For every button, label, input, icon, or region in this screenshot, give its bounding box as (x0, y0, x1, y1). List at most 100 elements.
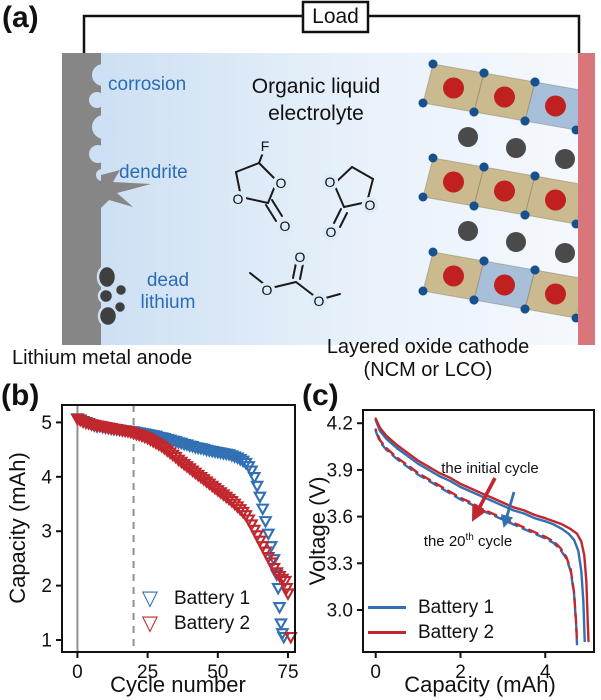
line-swatch-icon (368, 631, 406, 634)
corrosion-notch (89, 92, 105, 108)
legend-label-battery1: Battery 1 (418, 596, 495, 618)
data-marker (271, 582, 286, 596)
x-tick-label: 2 (455, 662, 466, 683)
panel-b-legend: ▽ Battery 1 ▽ Battery 2 (138, 586, 250, 636)
oxygen-dot (520, 210, 530, 220)
chart-frame (362, 409, 595, 653)
atom-label: O (295, 249, 306, 265)
metal-site (545, 95, 566, 117)
legend-label-battery2: Battery 2 (418, 621, 495, 643)
lithium-ion (555, 243, 575, 263)
molecule-bond (333, 208, 342, 224)
line-swatch-icon (368, 606, 406, 609)
legend-row-battery1: ▽ Battery 1 (138, 586, 250, 611)
molecule-bond (271, 199, 283, 217)
molecule-bond (343, 201, 368, 208)
y-tick-label: 1 (41, 631, 52, 652)
annotation-arrow-blue (501, 491, 516, 528)
oxygen-dot (418, 192, 428, 202)
oxygen-dot (428, 153, 438, 163)
metal-site (443, 171, 464, 193)
legend-row-battery1: Battery 1 (368, 595, 494, 620)
annotation-arrow-red (471, 477, 497, 522)
cycle-20-annotation-post: cycle (473, 533, 513, 550)
anode-caption: Lithium metal anode (12, 347, 193, 369)
voltage-profile-plot: 0 2 4 3.0 3.3 3.6 3.9 4.2 (327, 409, 595, 683)
data-marker (275, 573, 290, 587)
dendrite-spike (101, 170, 151, 208)
y-tick-label: 3.9 (327, 460, 353, 481)
corrosion-notch (92, 115, 116, 139)
atom-label: O (233, 191, 244, 207)
molecule-bond (299, 263, 304, 280)
data-marker (250, 480, 265, 494)
y-tick-label: 3.3 (327, 554, 353, 575)
metal-site (494, 274, 515, 296)
cathode-caption: Layered oxide cathode (NCM or LCO) (327, 336, 529, 382)
data-marker (283, 631, 298, 645)
lithium-ion (458, 221, 478, 241)
oxygen-dot (469, 295, 479, 305)
molecule-bond (258, 149, 265, 164)
electrolyte-title: Organic liquid electrolyte (252, 73, 380, 127)
voltage-curve-initial (374, 417, 590, 643)
lithium-ion (458, 127, 478, 147)
molecule-bond (270, 281, 297, 289)
oxygen-dot (428, 247, 438, 257)
cathode-current-collector (578, 53, 595, 345)
panel-b-x-axis-title: Cycle number (110, 672, 246, 697)
molecule-bond (258, 162, 278, 182)
load-label: Load (312, 5, 359, 28)
dead-lithium-particle (97, 287, 115, 305)
legend-row-battery2: Battery 2 (368, 620, 494, 645)
capacity-fade-plot: 0 25 50 75 1 2 3 4 5 (41, 404, 299, 683)
metal-site (443, 77, 464, 99)
dead-lithium-particle (96, 264, 118, 290)
x-tick-label: 25 (137, 662, 158, 683)
panel-b-label: (b) (1, 379, 40, 412)
panel-a-label: (a) (2, 1, 39, 34)
lithium-ion (555, 149, 575, 169)
atom-label: O (276, 175, 287, 191)
atom-label: O (365, 197, 376, 213)
y-tick-label: 3.6 (327, 507, 353, 528)
atom-label: O (280, 218, 291, 234)
y-tick-label: 3.0 (327, 600, 353, 621)
panel-c-label: (c) (302, 379, 339, 412)
load-box (301, 0, 370, 34)
data-marker (272, 602, 287, 615)
corrosion-notch (89, 145, 107, 163)
circuit-wire (82, 14, 581, 53)
initial-cycle-annotation: the initial cycle (441, 460, 539, 477)
data-marker (244, 465, 259, 478)
dead-lithium-label: dead lithium (141, 270, 196, 314)
dendrite-label: dendrite (119, 162, 188, 183)
molecule-bond (235, 171, 242, 198)
dead-lithium-label-line2: lithium (140, 292, 196, 313)
x-tick-label: 0 (370, 662, 381, 683)
dead-lithium-label-line1: dead (146, 270, 190, 291)
triangle-down-icon: ▽ (141, 612, 159, 635)
data-marker (276, 631, 291, 645)
oxygen-dot (530, 171, 540, 181)
oxygen-dot (520, 116, 530, 126)
y-tick-label: 3 (41, 522, 52, 543)
corrosion-notch (92, 64, 114, 86)
oxygen-dot (418, 286, 428, 296)
electrolyte-title-line2: electrolyte (268, 102, 364, 125)
electrolyte-title-line1: Organic liquid (251, 75, 381, 98)
molecule-bond (333, 166, 353, 185)
lithium-ion (506, 232, 526, 252)
molecule-bond (351, 166, 374, 180)
panel-c-legend: Battery 1 Battery 2 (368, 595, 494, 645)
y-tick-label: 4 (41, 467, 52, 488)
oxygen-dot (479, 162, 489, 172)
panel-c-x-axis-title: Capacity (mAh) (404, 672, 556, 697)
data-marker (261, 528, 276, 542)
atom-label: O (314, 293, 325, 309)
voltage-curve-20th (374, 428, 579, 644)
oxygen-dot (479, 256, 489, 266)
